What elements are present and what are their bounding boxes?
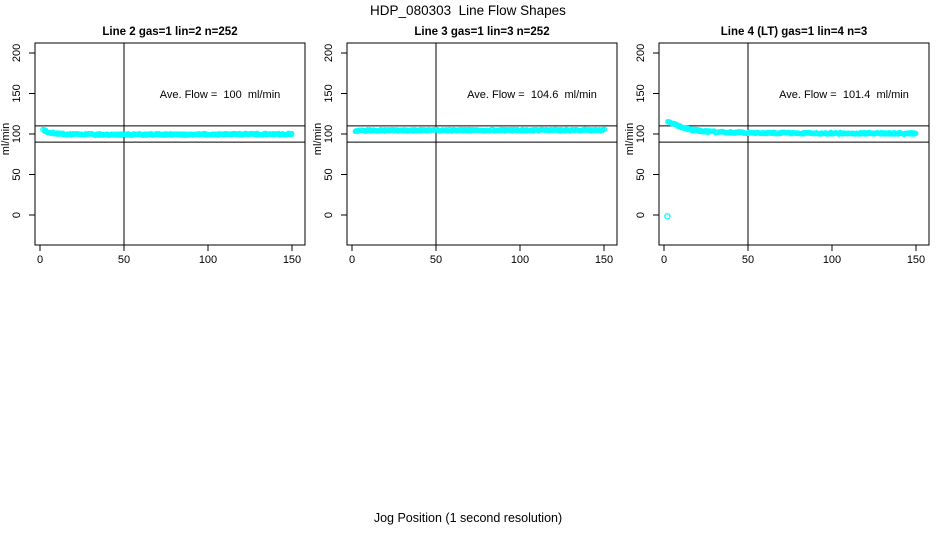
x-tick-label: 0 bbox=[349, 254, 355, 266]
ave-flow-annotation-line4: Ave. Flow = 101.4 ml/min bbox=[779, 89, 909, 101]
panel-title-line3: Line 3 gas=1 lin=3 n=252 bbox=[414, 26, 549, 38]
y-tick-label: 100 bbox=[11, 125, 23, 143]
y-tick-label: 150 bbox=[635, 84, 647, 102]
data-points bbox=[664, 118, 919, 220]
y-tick-label: 0 bbox=[11, 212, 23, 218]
x-tick-label: 100 bbox=[823, 254, 841, 266]
main-title: HDP_080303 Line Flow Shapes bbox=[370, 3, 566, 18]
data-points bbox=[352, 126, 608, 135]
y-axis-label-line2: ml/min bbox=[0, 123, 12, 155]
y-tick-label: 0 bbox=[323, 212, 335, 218]
x-axis-label: Jog Position (1 second resolution) bbox=[373, 511, 563, 525]
x-tick-label: 100 bbox=[511, 254, 529, 266]
x-tick-label: 150 bbox=[907, 254, 925, 266]
x-tick-label: 50 bbox=[742, 254, 754, 266]
outlier-point bbox=[664, 212, 671, 220]
y-axis-label-line4: ml/min bbox=[624, 123, 636, 155]
y-tick-label: 200 bbox=[323, 44, 335, 62]
y-tick-label: 50 bbox=[635, 168, 647, 180]
y-tick-label: 150 bbox=[11, 84, 23, 102]
y-tick-label: 200 bbox=[635, 44, 647, 62]
plot-area-line3: 0 50 100 150 0 50 100 150 200 bbox=[323, 42, 618, 266]
panel-line3-plot: 0 50 100 150 0 50 100 150 200 Line 3 gas=1 lin=3… bbox=[312, 26, 618, 266]
plot-box bbox=[658, 42, 930, 246]
y-tick-label: 50 bbox=[11, 168, 23, 180]
plot-box bbox=[346, 42, 618, 246]
x-tick-label: 0 bbox=[37, 254, 43, 266]
ave-flow-annotation-line3: Ave. Flow = 104.6 ml/min bbox=[467, 89, 597, 101]
x-tick-label: 150 bbox=[283, 254, 301, 266]
panel-line4-plot: 0 50 100 150 0 50 100 150 200 Line 4 (LT) gas=1 … bbox=[624, 26, 930, 266]
plot-area-line4: 0 50 100 150 0 50 100 150 200 bbox=[635, 42, 930, 266]
y-tick-label: 150 bbox=[323, 84, 335, 102]
x-tick-label: 50 bbox=[118, 254, 130, 266]
y-tick-label: 100 bbox=[323, 125, 335, 143]
panel-title-line4: Line 4 (LT) gas=1 lin=4 n=3 bbox=[721, 26, 867, 38]
ave-flow-annotation-line2: Ave. Flow = 100 ml/min bbox=[160, 89, 281, 101]
x-tick-label: 50 bbox=[430, 254, 442, 266]
y-tick-label: 0 bbox=[635, 212, 647, 218]
y-tick-label: 100 bbox=[635, 125, 647, 143]
y-axis-label-line3: ml/min bbox=[312, 123, 324, 155]
plot-box bbox=[34, 42, 306, 246]
plot-area-line2: 0 50 100 150 0 50 100 150 200 bbox=[11, 42, 306, 266]
y-tick-label: 200 bbox=[11, 44, 23, 62]
data-points bbox=[40, 126, 295, 138]
y-tick-label: 50 bbox=[323, 168, 335, 180]
x-tick-label: 0 bbox=[661, 254, 667, 266]
x-tick-label: 150 bbox=[595, 254, 613, 266]
panel-line2-plot: 0 50 100 150 0 50 100 150 200 Line 2 gas=1 lin=2… bbox=[0, 26, 306, 266]
panel-title-line2: Line 2 gas=1 lin=2 n=252 bbox=[102, 26, 237, 38]
x-tick-label: 100 bbox=[199, 254, 217, 266]
